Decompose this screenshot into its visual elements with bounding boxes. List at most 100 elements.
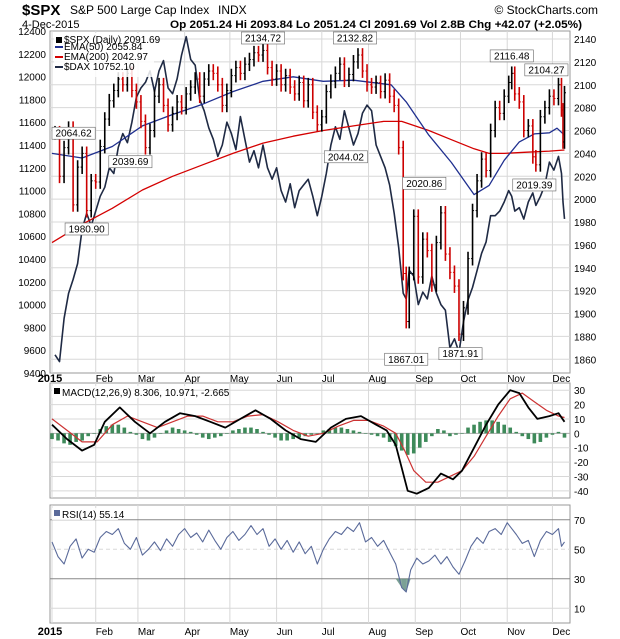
price-right-tick-label: 1920 xyxy=(574,287,597,298)
macd-tick-label: -40 xyxy=(574,487,589,498)
rsi-oversold-fill xyxy=(401,578,407,592)
price-x-tick-label: May xyxy=(230,374,249,385)
macd-histogram-bar xyxy=(86,433,90,437)
macd-histogram-bar xyxy=(544,433,549,438)
price-annotation-box xyxy=(524,63,569,77)
rsi-panel: 10 30 50 70 RSI(14) 55.14 xyxy=(49,504,586,624)
price-right-tick-label: 1900 xyxy=(574,310,597,321)
dax-left-tick-label: 10400 xyxy=(18,255,46,266)
macd-histogram-bar xyxy=(206,433,211,440)
quote-line: Op 2051.24 Hi 2093.84 Lo 2051.24 Cl 2091… xyxy=(170,19,582,31)
macd-tick-label: -30 xyxy=(574,472,589,483)
macd-signal-line xyxy=(51,392,565,483)
price-annotation-box xyxy=(64,222,109,236)
macd-legend-swatch xyxy=(54,388,60,394)
dax-left-tick-label: 11000 xyxy=(19,187,47,198)
price-x-tick-label: Feb xyxy=(96,374,114,385)
price-annotation-box xyxy=(512,178,557,192)
macd-histogram-bar xyxy=(261,431,265,434)
price-annotation-box xyxy=(438,347,483,360)
spx-legend-swatch xyxy=(56,37,62,43)
macd-histogram-bar xyxy=(502,424,506,434)
price-annotation-label: 1871.91 xyxy=(442,349,479,360)
price-right-tick-label: 1960 xyxy=(574,241,597,252)
rsi-tick-label: 10 xyxy=(574,604,586,615)
macd-histogram-bar xyxy=(116,424,121,434)
price-right-tick-label: 2040 xyxy=(574,149,597,160)
macd-histogram-bar xyxy=(170,427,175,434)
price-legend: $SPX (Daily) 2091.69 EMA(50) 2055.84 EMA… xyxy=(54,33,161,77)
macd-histogram-bar xyxy=(140,433,145,440)
dax-left-tick-label: 10200 xyxy=(18,278,46,289)
macd-histogram-bar xyxy=(514,431,519,434)
macd-histogram-bar xyxy=(448,433,452,437)
dax-left-tick-label: 10800 xyxy=(18,209,46,220)
macd-histogram-bar xyxy=(243,427,247,434)
price-annotation-label: 2116.48 xyxy=(494,51,530,62)
macd-histogram-bar xyxy=(399,433,404,451)
bottom-x-tick-label: Nov xyxy=(507,627,525,638)
quote-date: 4-Dec-2015 xyxy=(22,19,79,31)
macd-histogram-bar xyxy=(176,429,181,434)
macd-histogram-bar xyxy=(231,430,235,434)
macd-tick-label: 30 xyxy=(574,386,586,397)
macd-histogram-bar xyxy=(164,430,169,434)
dax-left-tick-label: 12400 xyxy=(18,27,46,38)
macd-histogram-bar xyxy=(484,420,488,434)
macd-histogram-bar xyxy=(158,433,163,434)
price-right-tick-label: 1980 xyxy=(574,218,597,229)
macd-histogram-bar xyxy=(62,433,66,444)
macd-histogram-bar xyxy=(526,433,531,440)
macd-histogram-bar xyxy=(424,433,428,442)
bottom-x-tick-label: Apr xyxy=(185,627,201,638)
price-x-tick-label: Jul xyxy=(322,374,335,385)
rsi-tick-label: 30 xyxy=(574,575,586,586)
macd-histogram-bar xyxy=(225,433,229,434)
price-right-tick-label: 1860 xyxy=(574,355,597,366)
macd-histogram-bar xyxy=(194,433,199,435)
bottom-x-tick-label: Jun xyxy=(277,627,293,638)
macd-tick-label: 0 xyxy=(574,429,580,440)
macd-tick-label: -10 xyxy=(574,444,589,455)
macd-histogram-bar xyxy=(442,430,446,434)
macd-histogram-bar xyxy=(405,433,410,455)
price-annotation-label: 2039.69 xyxy=(112,157,149,168)
macd-tick-label: 10 xyxy=(574,415,586,426)
rsi-legend-swatch xyxy=(54,510,60,516)
rsi-tick-label: 50 xyxy=(574,545,586,556)
price-annotation-label: 1867.01 xyxy=(388,355,425,366)
bottom-x-tick-label: Dec xyxy=(552,627,570,638)
macd-histogram-bar xyxy=(387,433,392,442)
macd-histogram-bar xyxy=(291,433,295,440)
macd-histogram-bar xyxy=(309,433,314,435)
price-right-tick-label: 2060 xyxy=(574,127,597,138)
rsi-tick-label: 70 xyxy=(574,516,586,527)
price-right-tick-label: 2020 xyxy=(574,172,597,183)
price-x-tick-label: Mar xyxy=(138,374,156,385)
macd-histogram-bar xyxy=(104,426,109,434)
rsi-oversold-fill xyxy=(406,578,411,592)
macd-histogram-bar xyxy=(134,433,139,435)
macd-histogram-bar xyxy=(255,429,259,434)
ema200-line xyxy=(51,120,565,244)
symbol-title: $SPX xyxy=(22,2,60,19)
macd-histogram-bar xyxy=(152,433,157,438)
dax-left-tick-label: 11800 xyxy=(19,95,47,106)
dax-left-tick-label: 10000 xyxy=(18,301,46,312)
bottom-x-tick-label: 2015 xyxy=(38,626,62,638)
price-annotation-box xyxy=(384,352,429,366)
price-right-tick-label: 2080 xyxy=(574,104,597,115)
macd-histogram-bar xyxy=(411,433,416,454)
price-annotation-label: 2134.72 xyxy=(245,34,282,45)
price-annotation-box xyxy=(51,126,96,140)
macd-histogram-bar xyxy=(466,427,470,434)
price-annotation-label: 2132.82 xyxy=(337,34,374,45)
price-annotation-box xyxy=(489,49,534,63)
macd-histogram-bar xyxy=(496,421,500,434)
macd-title: MACD(12,26,9) 8.306, 10.971, -2.665 xyxy=(62,388,230,399)
rsi-panel-frame xyxy=(49,504,571,624)
price-annotation-box xyxy=(402,176,447,190)
macd-histogram-bar xyxy=(478,421,482,434)
macd-histogram-bar xyxy=(200,433,205,438)
bottom-x-tick-label: Jul xyxy=(322,627,335,638)
